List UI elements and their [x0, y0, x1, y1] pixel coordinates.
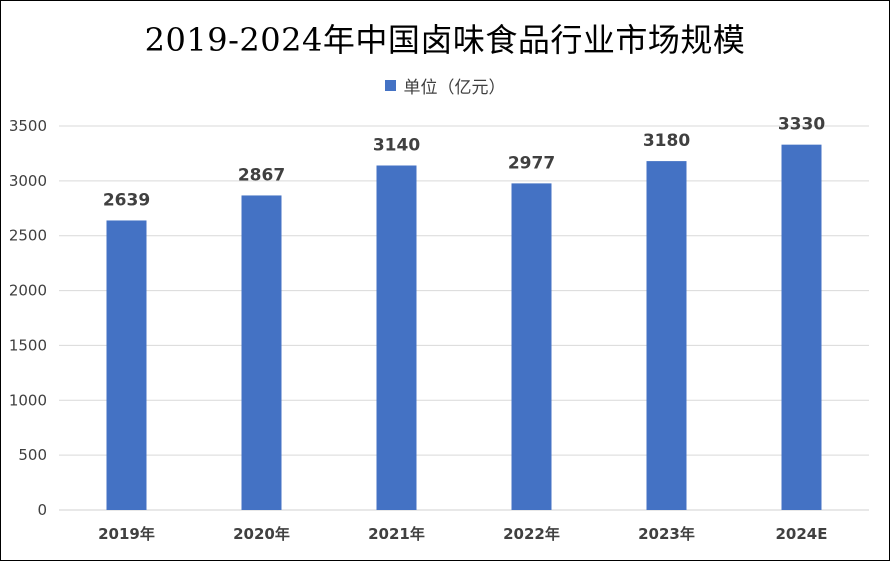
y-tick-label: 1500: [9, 336, 47, 354]
data-label: 3180: [643, 131, 690, 151]
bar: [781, 144, 822, 510]
bar: [511, 183, 552, 511]
data-label: 2639: [103, 190, 150, 210]
y-tick-label: 3000: [9, 172, 47, 190]
data-label: 3330: [778, 115, 825, 135]
y-tick-label: 0: [37, 501, 47, 519]
bar: [646, 161, 687, 510]
x-tick-label: 2024E: [776, 525, 828, 543]
legend-label: 单位（亿元）: [403, 78, 506, 98]
data-label: 2977: [508, 153, 555, 173]
data-label: 2867: [238, 165, 285, 185]
x-tick-label: 2022年: [503, 525, 560, 543]
x-tick-label: 2023年: [638, 525, 695, 543]
legend: 单位（亿元）: [1, 73, 889, 98]
legend-swatch: [384, 80, 396, 91]
x-tick-label: 2020年: [233, 525, 290, 543]
chart-title: 2019-2024年中国卤味食品行业市场规模: [144, 21, 746, 59]
x-axis-ticks: 2019年 2020年 2021年 2022年 2023年 2024E: [98, 525, 827, 543]
x-tick-label: 2021年: [368, 525, 425, 543]
data-labels: 2639 2867 3140 2977 3180 3330: [103, 115, 825, 211]
y-tick-label: 1000: [9, 391, 47, 409]
y-tick-label: 2000: [9, 282, 47, 300]
gridlines: [59, 125, 869, 511]
data-label: 3140: [373, 135, 420, 155]
x-tick-label: 2019年: [98, 525, 155, 543]
y-tick-label: 3500: [9, 117, 47, 135]
y-axis-ticks: 0 500 1000 1500 2000 2500 3000 3500: [9, 117, 47, 519]
bar: [376, 165, 417, 511]
bars: [106, 144, 822, 511]
bar: [106, 220, 147, 511]
bar: [241, 195, 282, 510]
y-tick-label: 2500: [9, 227, 47, 245]
y-tick-label: 500: [18, 446, 47, 464]
